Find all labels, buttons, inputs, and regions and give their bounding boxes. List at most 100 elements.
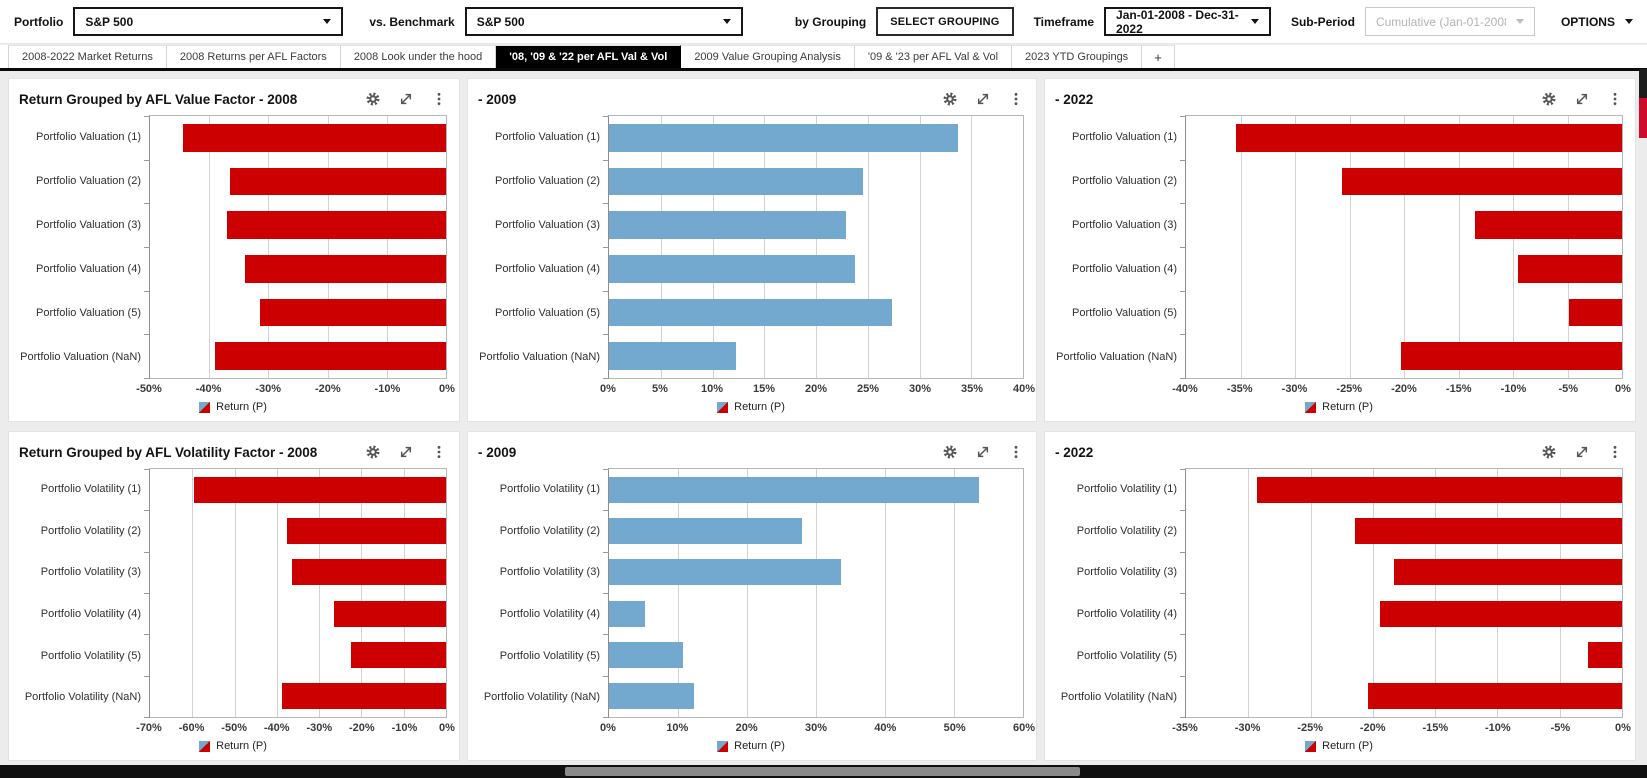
gridline	[192, 469, 194, 717]
gridline	[1567, 116, 1569, 378]
chart-title: - 2009	[478, 444, 517, 460]
legend-label: Return (P)	[216, 740, 267, 752]
gridline	[1458, 116, 1460, 378]
expand-icon[interactable]	[1574, 444, 1590, 460]
kebab-menu-icon[interactable]	[1008, 91, 1024, 107]
chart-panel-volatility-2009: - 2009 Portfolio Volatility (1) Portfolio…	[467, 431, 1037, 761]
tab-2008-look-under-the-hood[interactable]: 2008 Look under the hood	[340, 45, 497, 68]
gear-icon[interactable]	[365, 91, 381, 107]
sheet-tabs: 2008-2022 Market Returns 2008 Returns pe…	[0, 44, 1647, 71]
vertical-scrollbar-thumb[interactable]	[1639, 98, 1647, 138]
bar-portfolio-valuation-3-	[609, 211, 846, 239]
axis-tick-label: -40%	[1172, 383, 1198, 395]
bar-portfolio-volatility-2-	[1355, 517, 1622, 544]
legend-marker-icon	[717, 740, 729, 752]
kebab-menu-icon[interactable]	[1607, 444, 1623, 460]
axis-tick-label: 0%	[439, 722, 455, 734]
add-tab-button[interactable]: +	[1142, 45, 1175, 68]
gridline	[1295, 116, 1296, 378]
axis-tick-label: 30%	[804, 722, 828, 734]
kebab-menu-icon[interactable]	[1607, 91, 1623, 107]
kebab-menu-icon[interactable]	[431, 91, 447, 107]
expand-icon[interactable]	[398, 91, 414, 107]
bar-portfolio-volatility-nan-	[281, 683, 446, 710]
gear-icon[interactable]	[942, 444, 958, 460]
gear-icon[interactable]	[365, 444, 381, 460]
kebab-menu-icon[interactable]	[431, 444, 447, 460]
x-axis: -50% -40% -30% -20% -10% 0%	[136, 379, 455, 397]
vertical-scrollbar-track[interactable]	[1639, 69, 1647, 98]
bar-portfolio-valuation-3-	[1474, 211, 1622, 239]
gridline	[816, 469, 817, 717]
axis-tick-label: -20%	[1359, 722, 1386, 734]
category-tick	[144, 593, 150, 594]
bar-portfolio-valuation-2-	[609, 167, 863, 196]
expand-icon[interactable]	[1574, 91, 1590, 107]
axis-tick-label: 15%	[752, 383, 776, 395]
bar-portfolio-valuation-nan-	[215, 342, 446, 370]
category-label: Portfolio Volatility (2)	[499, 524, 600, 537]
category-tick	[144, 510, 150, 512]
category-label: Portfolio Valuation (5)	[36, 307, 141, 319]
gridline	[386, 116, 388, 378]
category-labels: Portfolio Volatility (1) Portfolio Volati…	[1055, 468, 1185, 718]
horizontal-scrollbar-track[interactable]	[0, 765, 1647, 778]
category-tick	[603, 247, 609, 248]
options-button[interactable]: OPTIONS	[1561, 15, 1633, 29]
select-grouping-button[interactable]: SELECT GROUPING	[876, 7, 1014, 36]
gridline	[1372, 469, 1374, 717]
category-label: Portfolio Valuation (3)	[495, 219, 600, 231]
axis-tick-label: 10%	[700, 383, 724, 395]
axis-tick-label: -35%	[1226, 383, 1253, 395]
legend: Return (P)	[1055, 736, 1623, 756]
category-label: Portfolio Volatility (3)	[499, 566, 600, 579]
expand-icon[interactable]	[975, 91, 991, 107]
timeframe-select[interactable]: Jan-01-2008 - Dec-31-2022	[1104, 7, 1271, 36]
subperiod-select[interactable]: Cumulative (Jan-01-2008 ...	[1364, 7, 1535, 36]
category-label: Portfolio Volatility (1)	[1076, 482, 1177, 495]
tab-2008-2022-market-returns[interactable]: 2008-2022 Market Returns	[8, 45, 167, 68]
category-tick	[144, 634, 150, 636]
kebab-menu-icon[interactable]	[1008, 444, 1024, 460]
category-tick	[144, 116, 150, 117]
plot-area	[1180, 468, 1623, 718]
gear-icon[interactable]	[1541, 444, 1557, 460]
category-tick	[603, 634, 609, 636]
gridline	[209, 116, 211, 378]
bar-portfolio-valuation-1-	[1236, 124, 1622, 152]
gridline	[1435, 469, 1437, 717]
tab-09-23-per-afl-val-vol[interactable]: '09 & '23 per AFL Val & Vol	[854, 45, 1013, 68]
gridline	[746, 469, 748, 717]
gridline	[677, 469, 679, 717]
top-toolbar: Portfolio S&P 500 vs. Benchmark S&P 500 …	[0, 0, 1647, 44]
axis-tick-label: -10%	[1485, 722, 1511, 734]
gear-icon[interactable]	[942, 91, 958, 107]
portfolio-select[interactable]: S&P 500	[73, 7, 344, 36]
tab-2009-value-grouping-analysis[interactable]: 2009 Value Grouping Analysis	[681, 45, 855, 68]
gridline	[234, 469, 236, 717]
axis-tick-label: -10%	[1500, 383, 1527, 395]
axis-tick-label: -30%	[1234, 722, 1261, 734]
gear-icon[interactable]	[1541, 91, 1557, 107]
legend-label: Return (P)	[734, 740, 785, 752]
category-label: Portfolio Volatility (3)	[40, 566, 141, 579]
category-labels: Portfolio Volatility (1) Portfolio Volati…	[19, 468, 149, 718]
expand-icon[interactable]	[975, 444, 991, 460]
category-labels: Portfolio Valuation (1) Portfolio Valuati…	[19, 115, 149, 379]
chart-panel-value-2009: - 2009 Portfolio Valuation (1) Portfolio …	[467, 78, 1037, 422]
expand-icon[interactable]	[398, 444, 414, 460]
category-label: Portfolio Volatility (4)	[499, 607, 600, 620]
x-axis: -70% -60% -50% -40% -30% -20% -10% 0%	[136, 718, 455, 736]
tab-2008-returns-per-afl-factors[interactable]: 2008 Returns per AFL Factors	[166, 45, 341, 68]
benchmark-select[interactable]: S&P 500	[464, 7, 743, 36]
category-label: Portfolio Valuation (1)	[495, 131, 600, 143]
bar-portfolio-valuation-5-	[609, 298, 892, 327]
bar-portfolio-volatility-3-	[1394, 559, 1622, 586]
tab-2023-ytd-groupings[interactable]: 2023 YTD Groupings	[1012, 45, 1143, 68]
chart-panel-volatility-2022: - 2022 Portfolio Volatility (1) Portfolio…	[1044, 431, 1636, 761]
horizontal-scrollbar-thumb[interactable]	[565, 767, 1080, 776]
tab-08-09-22-per-afl-val-vol[interactable]: '08, '09 & '22 per AFL Val & Vol	[496, 45, 682, 68]
axis-tick-label: -10%	[374, 383, 401, 395]
grouping-label: by Grouping	[794, 14, 867, 29]
category-label: Portfolio Volatility (3)	[1076, 566, 1177, 579]
